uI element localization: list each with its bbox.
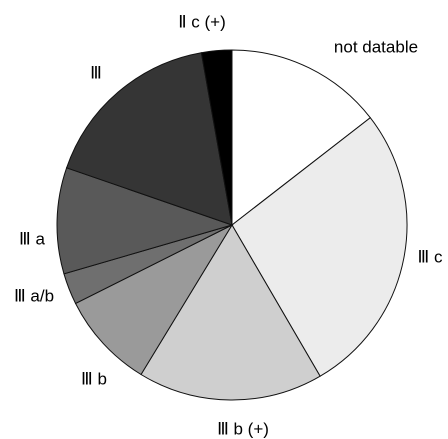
slice-label: Ⅲ a/b [14,286,54,305]
pie-slice [56,167,234,275]
pie-labels: not datable Ⅲ c Ⅲ b (+) Ⅲ b Ⅲ a/b Ⅲ a Ⅲ Ⅱ c (+) [14,12,443,438]
slice-label: not datable [334,37,418,56]
slice-label: Ⅲ b (+) [217,419,269,438]
pie-slice [200,49,233,226]
pie-slices [56,49,408,401]
slice-label: Ⅲ a [19,229,45,248]
slice-label: Ⅲ c [418,247,443,266]
pie-slice [140,224,321,401]
pie-slice [231,117,408,377]
pie-slice [231,49,371,227]
slice-label: Ⅲ [90,63,102,82]
slice-label: Ⅲ b [81,369,107,388]
pie-slice [74,223,234,376]
slice-label: Ⅱ c (+) [178,12,226,31]
pie-slice [65,52,233,226]
